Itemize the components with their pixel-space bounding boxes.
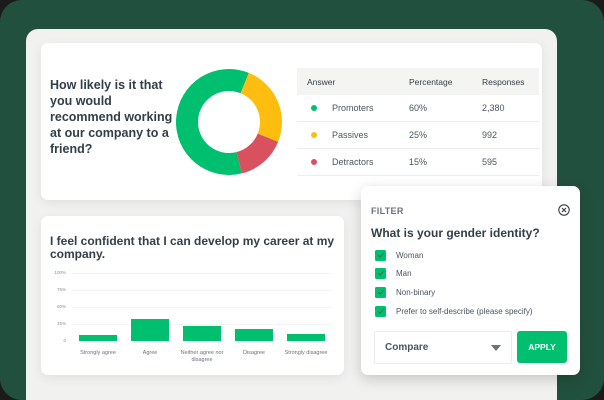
bar — [79, 334, 117, 341]
bar — [131, 318, 169, 341]
header-percentage: Percentage — [409, 76, 453, 87]
table-header: Answer Percentage Responses — [297, 68, 539, 95]
percentage-value: 25% — [409, 130, 428, 140]
x-label: Strongly disagree — [284, 350, 328, 356]
close-icon[interactable] — [558, 204, 570, 216]
career-bar-chart: 100% 75% 50% 25% 0 Strongly agree Agree … — [50, 268, 335, 368]
promoters-dot-icon — [311, 105, 317, 111]
compare-select[interactable]: Compare — [374, 331, 512, 364]
check-icon — [377, 270, 384, 276]
y-tick: 25% — [56, 321, 66, 326]
y-tick: 100% — [54, 270, 66, 275]
table-row: Promoters 60% 2,380 — [297, 95, 539, 122]
percentage-value: 60% — [409, 103, 428, 113]
bar — [287, 333, 325, 341]
y-tick: 75% — [56, 287, 66, 292]
answer-label: Passives — [332, 130, 369, 140]
apply-button[interactable]: APPLY — [517, 331, 567, 363]
check-icon — [377, 289, 384, 295]
filter-popup: FILTER What is your gender identity? Wom… — [361, 186, 580, 375]
header-responses: Responses — [482, 76, 525, 87]
x-label: Agree — [142, 350, 158, 356]
gridline — [72, 290, 332, 291]
checkbox-checked[interactable] — [375, 305, 386, 317]
option-label: Prefer to self-describe (please specify) — [396, 306, 533, 316]
bar — [235, 328, 273, 341]
responses-value: 2,380 — [482, 103, 505, 113]
responses-value: 992 — [482, 130, 498, 140]
option-non-binary[interactable]: Non-binary — [375, 286, 435, 298]
table-row: Detractors 15% 595 — [297, 149, 539, 176]
detractors-dot-icon — [311, 159, 317, 165]
x-label: Strongly agree — [80, 350, 116, 356]
filter-question: What is your gender identity? — [371, 226, 540, 240]
answer-label: Promoters — [332, 103, 374, 113]
option-woman[interactable]: Woman — [375, 249, 423, 261]
check-icon — [377, 308, 384, 314]
chevron-down-icon — [491, 344, 501, 351]
option-man[interactable]: Man — [375, 267, 412, 279]
donut-segment-detractors — [236, 133, 279, 174]
checkbox-checked[interactable] — [375, 249, 386, 261]
nps-table: Answer Percentage Responses Promoters 60… — [297, 68, 539, 176]
table-row: Passives 25% 992 — [297, 122, 539, 149]
x-label: Neither agree nor disagree — [180, 350, 224, 363]
donut-segment-passives — [240, 72, 282, 142]
compare-select-value: Compare — [385, 342, 429, 353]
gridline — [72, 307, 332, 308]
answer-label: Detractors — [332, 157, 374, 167]
career-card — [41, 216, 344, 375]
option-self-describe[interactable]: Prefer to self-describe (please specify) — [375, 305, 533, 317]
x-label: Disagree — [242, 350, 265, 356]
nps-donut-chart — [176, 69, 282, 175]
check-icon — [377, 252, 384, 258]
gridline — [72, 324, 332, 325]
checkbox-checked[interactable] — [375, 267, 386, 279]
filter-title: FILTER — [371, 206, 404, 216]
passives-dot-icon — [311, 132, 317, 138]
option-label: Woman — [396, 250, 424, 260]
y-tick: 50% — [56, 304, 66, 309]
header-answer: Answer — [307, 76, 336, 87]
responses-value: 595 — [482, 157, 498, 167]
percentage-value: 15% — [409, 157, 428, 167]
gridline — [72, 273, 332, 274]
option-label: Man — [396, 268, 412, 278]
donut-segment-promoters — [176, 69, 249, 175]
y-tick: 0 — [63, 338, 66, 343]
bar — [183, 326, 221, 341]
option-label: Non-binary — [396, 287, 436, 297]
career-question: I feel confident that I can develop my c… — [50, 234, 335, 261]
nps-question: How likely is it that you would recommen… — [50, 78, 173, 156]
checkbox-checked[interactable] — [375, 286, 386, 298]
